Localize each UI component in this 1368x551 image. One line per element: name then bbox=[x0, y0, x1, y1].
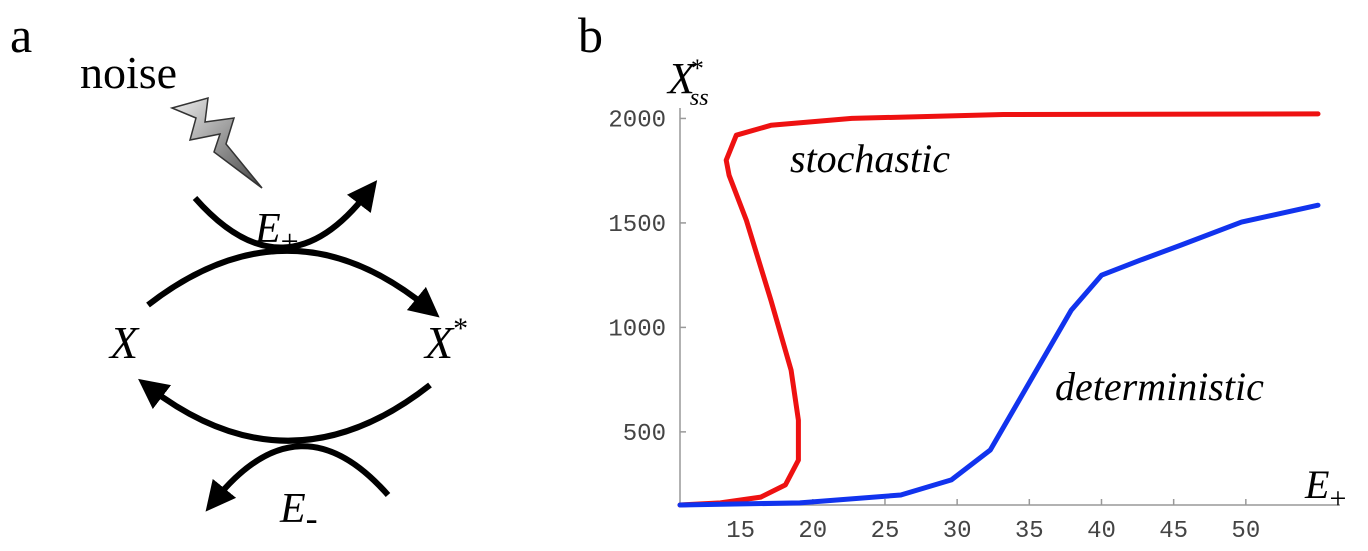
arrow bbox=[192, 180, 378, 251]
y-tick-label: 1000 bbox=[608, 316, 666, 343]
annotation: stochastic bbox=[790, 136, 950, 181]
arrow bbox=[146, 247, 440, 318]
y-tick-label: 1500 bbox=[608, 212, 666, 239]
annotation: deterministic bbox=[1055, 364, 1264, 409]
panel-label: a bbox=[10, 7, 32, 63]
panel-label: b bbox=[578, 7, 603, 63]
arrow bbox=[205, 443, 391, 512]
x-tick-label: 35 bbox=[1015, 518, 1044, 545]
line-series bbox=[677, 111, 1321, 508]
arrow bbox=[138, 378, 432, 444]
text: - bbox=[306, 498, 318, 538]
text: * bbox=[691, 54, 704, 83]
enzyme-label: E- bbox=[279, 486, 318, 538]
y-tick-label: 500 bbox=[623, 421, 666, 448]
x-tick-label: 20 bbox=[798, 518, 827, 545]
product-label: X* bbox=[423, 312, 468, 368]
x-tick-label: 15 bbox=[726, 518, 755, 545]
x-axis-label: E+ bbox=[1304, 462, 1346, 515]
diagram: noise E+ X X* E- bbox=[80, 47, 468, 538]
x-tick-label: 45 bbox=[1159, 518, 1188, 545]
line-series bbox=[677, 202, 1321, 508]
text: ss bbox=[690, 85, 709, 111]
chart: X* ss E+ stochastic deterministic 500 1000… bbox=[608, 54, 1346, 545]
noise-label: noise bbox=[80, 47, 177, 98]
enzyme-label: E+ bbox=[254, 206, 299, 259]
x-tick-label: 30 bbox=[943, 518, 972, 545]
text: X bbox=[423, 317, 455, 368]
lightning-icon bbox=[169, 96, 263, 189]
text: E bbox=[254, 206, 281, 252]
text: + bbox=[281, 223, 299, 259]
text: * bbox=[453, 312, 468, 345]
x-tick-label: 40 bbox=[1087, 518, 1116, 545]
text: + bbox=[1329, 482, 1346, 515]
x-tick-label: 25 bbox=[871, 518, 900, 545]
text: E bbox=[279, 486, 306, 532]
y-tick-label: 2000 bbox=[608, 107, 666, 134]
text: E bbox=[1304, 462, 1329, 507]
substrate-label: X bbox=[108, 317, 140, 368]
x-tick-label: 50 bbox=[1231, 518, 1260, 545]
y-axis-label: X* ss bbox=[666, 54, 709, 111]
text: X bbox=[666, 54, 697, 103]
